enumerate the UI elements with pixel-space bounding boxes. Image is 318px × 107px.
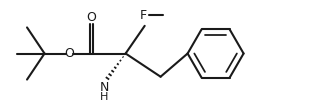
Text: F: F (140, 9, 147, 22)
Text: O: O (64, 47, 74, 60)
Text: O: O (86, 11, 97, 24)
Text: N: N (100, 81, 109, 94)
Text: H: H (100, 92, 108, 102)
